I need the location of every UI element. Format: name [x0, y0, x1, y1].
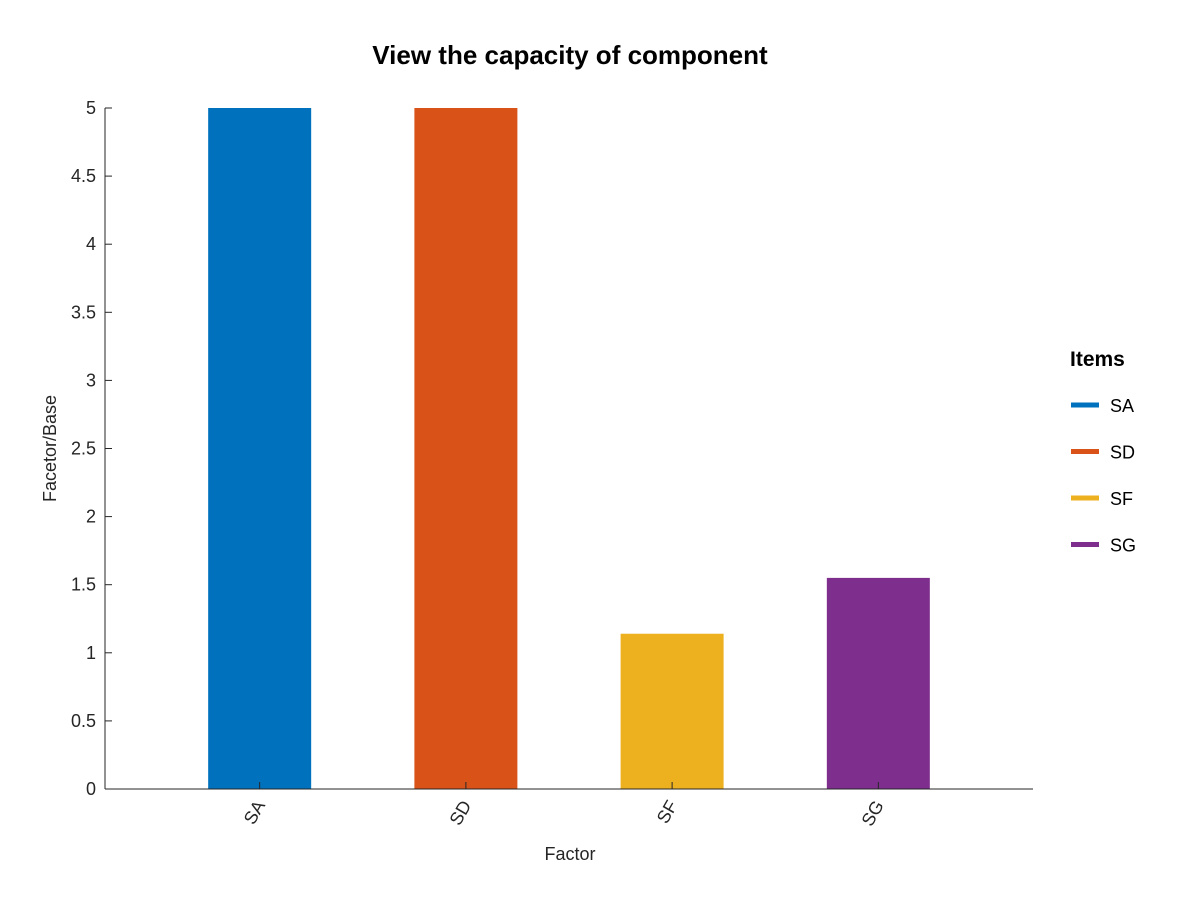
y-tick-label: 5 — [86, 98, 96, 118]
y-tick-label: 3.5 — [71, 302, 96, 322]
bars-group — [208, 108, 930, 789]
legend-label-sd: SD — [1110, 443, 1135, 463]
bar-sf — [620, 633, 724, 789]
y-tick-label: 0 — [86, 779, 96, 799]
bar-sg — [826, 577, 930, 789]
chart-title: View the capacity of component — [372, 40, 768, 70]
y-axis-ticks: 0 0.5 1 1.5 2 2.5 3 3.5 4 4.5 5 — [71, 98, 112, 799]
y-tick-label: 3 — [86, 370, 96, 390]
bar-sa — [208, 108, 312, 789]
x-tick-label: SD — [446, 797, 476, 829]
x-tick-label: SF — [653, 797, 682, 827]
y-tick-label: 1 — [86, 643, 96, 663]
x-axis-label: Factor — [544, 844, 595, 864]
y-tick-label: 1.5 — [71, 575, 96, 595]
y-tick-label: 4.5 — [71, 166, 96, 186]
legend-label-sa: SA — [1110, 396, 1134, 416]
legend-label-sg: SG — [1110, 536, 1136, 556]
x-tick-label: SG — [857, 797, 887, 830]
legend-label-sf: SF — [1110, 489, 1133, 509]
legend: Items SA SD SF SG — [1070, 348, 1136, 556]
legend-title: Items — [1070, 348, 1125, 371]
bar-sd — [414, 108, 518, 789]
y-tick-label: 0.5 — [71, 711, 96, 731]
x-tick-label: SA — [240, 797, 269, 828]
y-axis-label: Facetor/Base — [40, 395, 60, 502]
y-tick-label: 2.5 — [71, 439, 96, 459]
y-tick-label: 4 — [86, 234, 96, 254]
y-tick-label: 2 — [86, 507, 96, 527]
